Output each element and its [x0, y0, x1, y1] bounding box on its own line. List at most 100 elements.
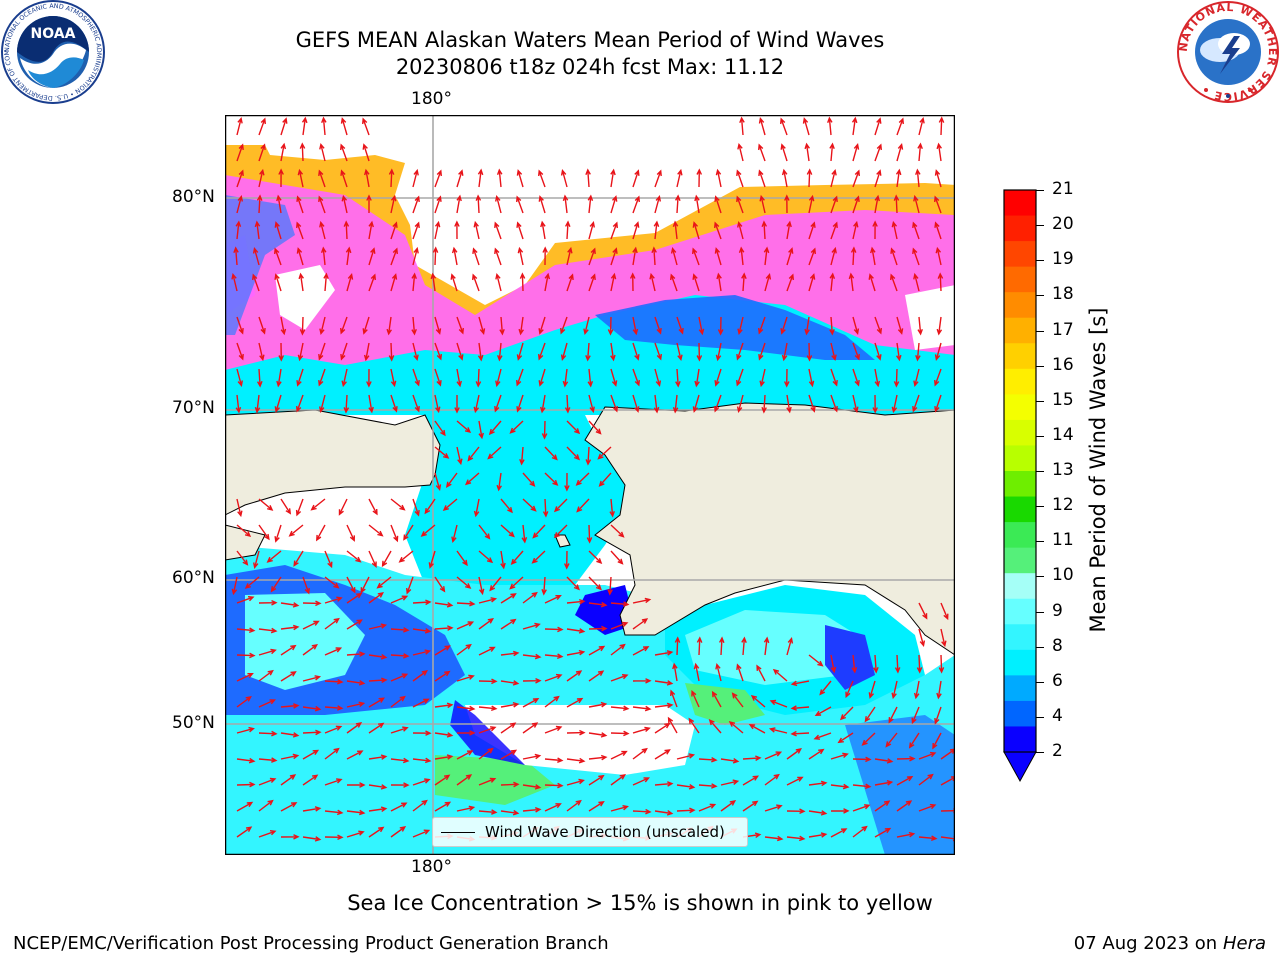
wind-wave-arrow [254, 220, 261, 240]
wind-wave-arrow [672, 394, 679, 414]
wind-wave-arrow [588, 601, 608, 608]
colorbar-cell [1004, 190, 1036, 217]
wind-wave-arrow [890, 247, 898, 266]
wind-wave-arrow [806, 342, 813, 362]
wind-wave-arrow [390, 802, 408, 812]
wind-wave-arrow [456, 342, 464, 361]
wind-wave-arrow [346, 701, 366, 708]
wind-wave-arrow [935, 246, 942, 266]
wind-wave-arrow [495, 194, 502, 214]
wind-wave-arrow [319, 394, 326, 413]
wind-wave-arrow [388, 168, 395, 188]
wind-wave-arrow [786, 808, 806, 815]
wind-wave-arrow [544, 725, 563, 734]
wind-wave-arrow [692, 273, 700, 292]
wind-wave-arrow [544, 695, 560, 708]
wind-wave-arrow [324, 705, 344, 711]
wind-wave-arrow [736, 342, 744, 361]
wind-wave-arrow [346, 592, 363, 604]
wind-wave-arrow [478, 705, 498, 712]
wind-wave-arrow [412, 778, 431, 786]
wind-wave-arrow [258, 143, 266, 162]
wind-wave-arrow [434, 342, 442, 361]
wind-wave-arrow [938, 116, 945, 136]
wind-wave-arrow [715, 342, 722, 362]
wind-wave-arrow [319, 316, 326, 336]
wind-wave-arrow [434, 645, 451, 656]
wind-wave-arrow [236, 195, 243, 214]
wind-wave-arrow [258, 627, 278, 634]
wind-wave-arrow [318, 195, 326, 214]
wind-wave-arrow [610, 247, 618, 266]
wind-wave-arrow [258, 342, 265, 362]
wind-wave-arrow [544, 446, 558, 461]
wind-wave-arrow [764, 751, 783, 760]
colorbar-cell [1004, 292, 1036, 319]
colorbar-tick-label: 15 [1052, 389, 1074, 410]
wind-wave-arrow [544, 626, 564, 633]
wind-wave-arrow [509, 420, 524, 434]
wind-wave-arrow [763, 246, 770, 266]
wind-wave-arrow [456, 576, 472, 589]
wind-wave-arrow [445, 472, 458, 489]
wind-wave-arrow [758, 117, 766, 136]
wind-wave-arrow [696, 342, 703, 362]
wind-wave-arrow [500, 524, 515, 538]
colorbar-tick-label: 14 [1052, 424, 1074, 445]
wind-wave-arrow [714, 394, 722, 413]
wind-wave-arrow [540, 394, 546, 414]
colorbar-tick-mark [1036, 681, 1044, 683]
wind-wave-arrow [341, 194, 348, 214]
wind-wave-arrow [654, 316, 662, 335]
wind-wave-arrow [522, 784, 542, 790]
wind-wave-arrow [494, 394, 502, 413]
wind-wave-arrow [890, 273, 898, 292]
wind-wave-arrow [667, 716, 678, 734]
wind-wave-arrow [390, 826, 407, 838]
wind-wave-arrow [830, 168, 837, 188]
wind-wave-arrow [519, 272, 526, 292]
wind-wave-arrow [231, 576, 238, 596]
wind-wave-arrow [728, 720, 744, 734]
colorbar-cell [1004, 522, 1036, 549]
wind-wave-arrow [736, 394, 744, 413]
wind-wave-arrow [934, 169, 942, 188]
wind-wave-arrow [672, 220, 679, 240]
wind-wave-arrow [676, 784, 696, 790]
colorbar-tick-label: 12 [1052, 495, 1074, 516]
wind-wave-arrow [808, 654, 824, 667]
wind-wave-arrow [390, 673, 409, 682]
wind-wave-arrow [236, 652, 256, 659]
wind-wave-arrow [632, 618, 649, 630]
wind-wave-arrow [376, 576, 392, 589]
wind-wave-arrow [390, 221, 398, 240]
wind-wave-arrow [236, 695, 252, 708]
wind-wave-arrow [412, 168, 419, 188]
wind-wave-arrow [434, 420, 446, 437]
wind-wave-arrow [896, 800, 913, 812]
wind-wave-arrow [610, 195, 618, 214]
wind-wave-arrow [456, 169, 464, 188]
legend-label: Wind Wave Direction (unscaled) [485, 823, 725, 841]
wind-wave-arrow [522, 622, 541, 630]
wind-wave-arrow [280, 624, 300, 631]
wind-wave-arrow [274, 221, 282, 240]
wind-wave-arrow [487, 446, 502, 460]
wind-wave-arrow [610, 643, 626, 656]
wind-wave-arrow [412, 670, 428, 682]
wind-wave-arrow [347, 782, 366, 788]
wind-wave-arrow [588, 576, 602, 591]
wind-wave-arrow [412, 628, 432, 634]
wind-wave-arrow [500, 702, 520, 708]
wind-wave-arrow [412, 195, 420, 214]
wind-wave-arrow [340, 143, 348, 162]
wind-wave-arrow [258, 168, 265, 188]
wind-wave-arrow [918, 803, 937, 812]
wind-wave-arrow [670, 273, 678, 292]
wind-wave-arrow [566, 778, 585, 786]
wind-wave-arrow [302, 705, 322, 712]
colorbar-cell [1004, 394, 1036, 421]
wind-wave-arrow [808, 368, 815, 388]
wind-wave-arrow [830, 808, 850, 814]
wind-wave-arrow [588, 801, 605, 812]
